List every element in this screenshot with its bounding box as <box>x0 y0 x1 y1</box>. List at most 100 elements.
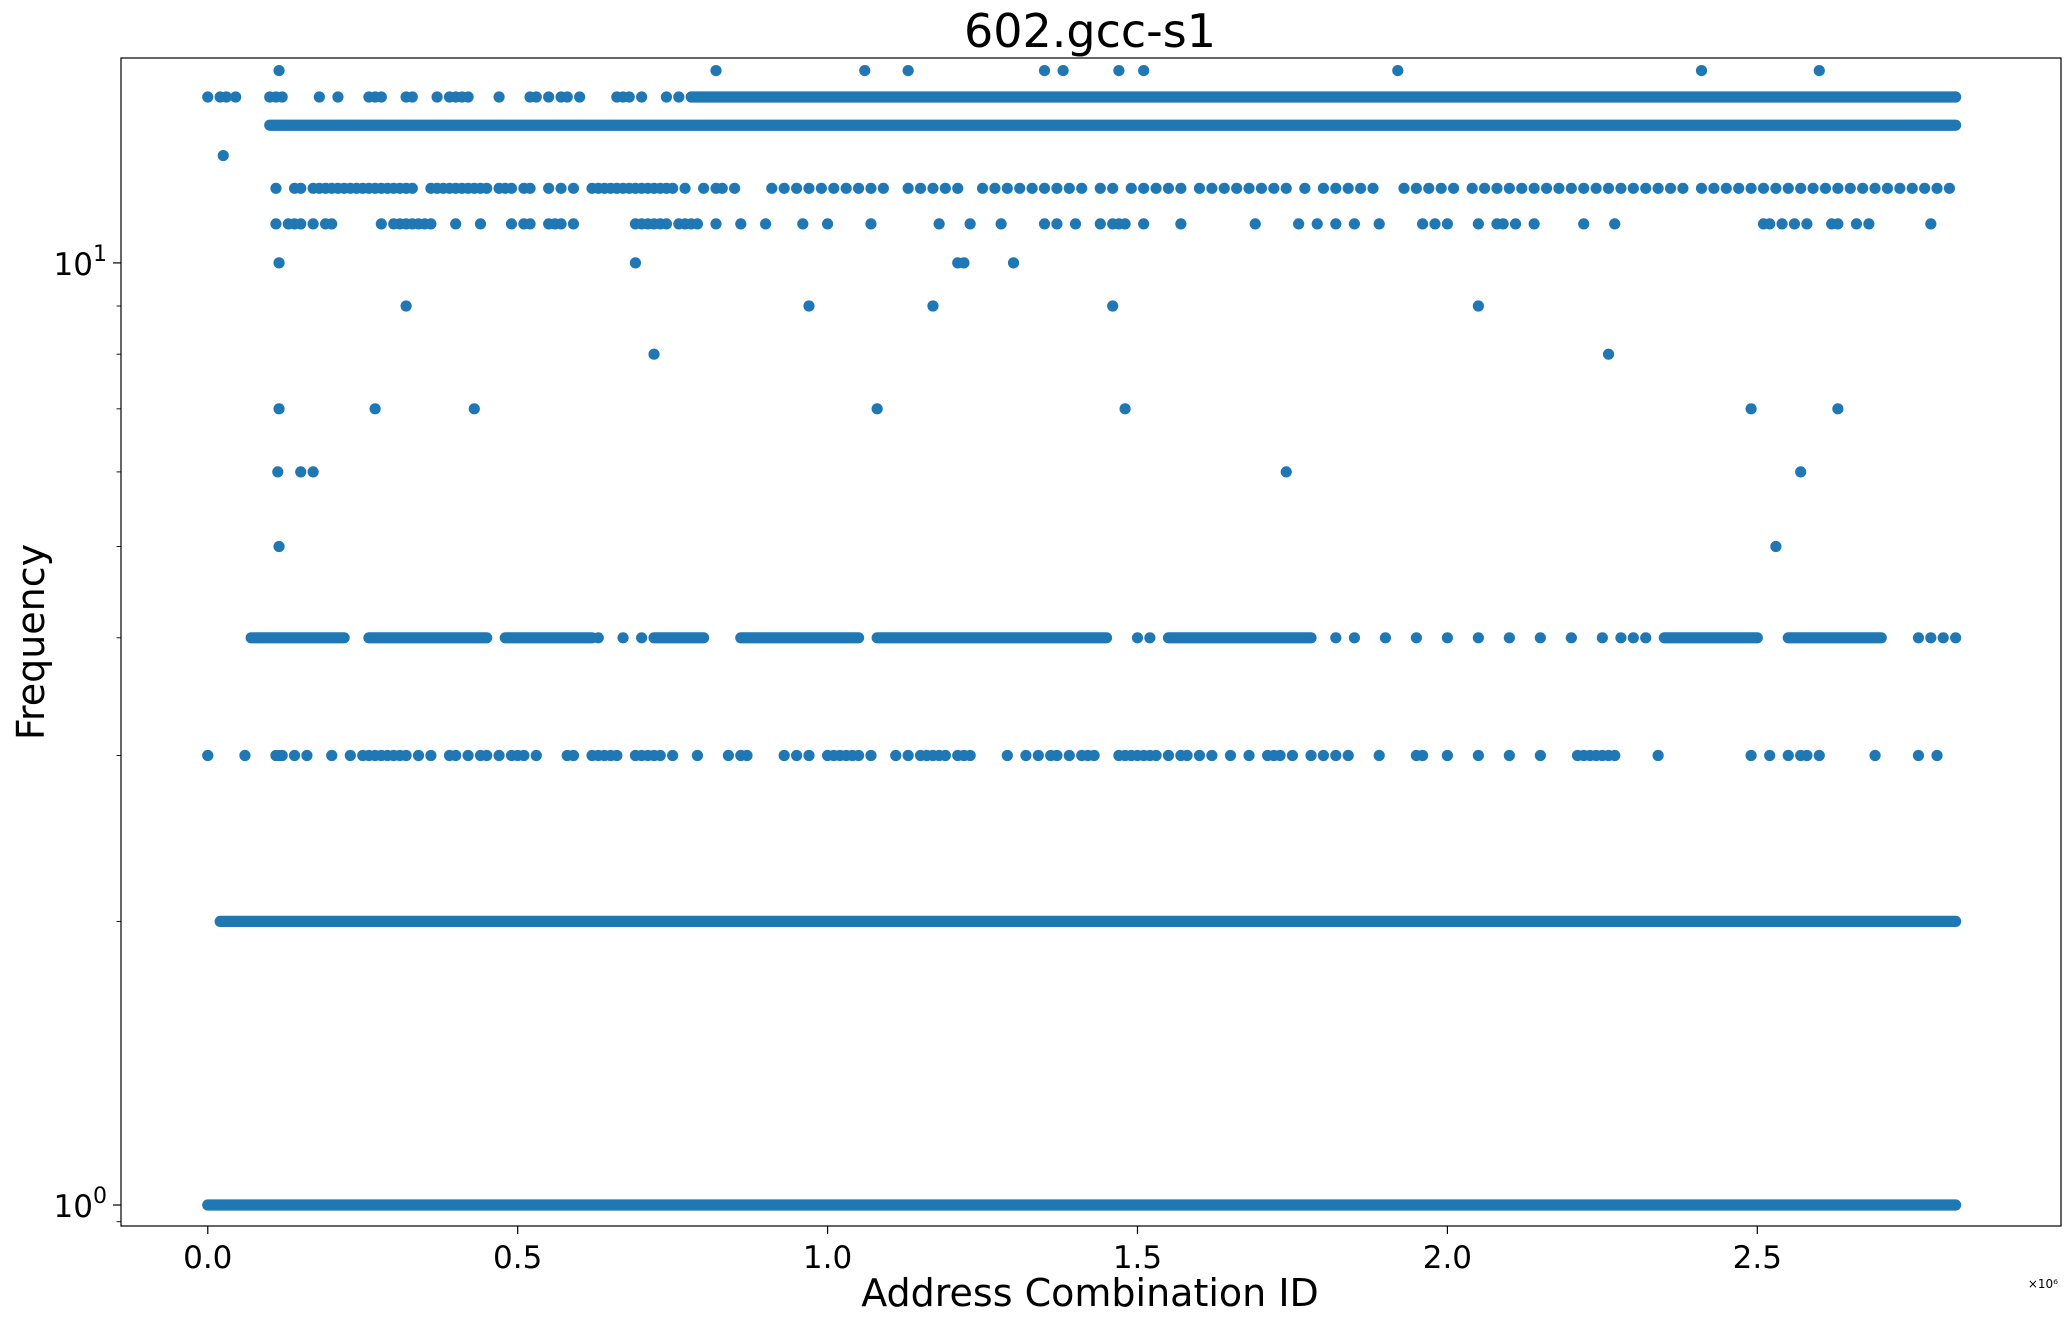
data-point <box>1162 182 1175 194</box>
data-point <box>1919 182 1931 194</box>
data-point <box>1317 749 1330 762</box>
data-point <box>1565 632 1577 644</box>
data-point <box>344 749 356 762</box>
series-freq_11 <box>270 218 1937 230</box>
data-point <box>406 182 418 194</box>
data-point <box>481 749 493 762</box>
data-point <box>660 91 673 103</box>
data-point <box>524 182 536 194</box>
data-point <box>1534 749 1546 762</box>
data-point <box>518 749 530 762</box>
data-point <box>1038 182 1051 194</box>
data-point <box>840 182 852 194</box>
data-point <box>530 749 542 762</box>
data-point <box>1602 182 1615 194</box>
data-point <box>1330 182 1342 194</box>
data-point <box>1162 749 1175 762</box>
data-point <box>1850 218 1863 230</box>
data-point <box>1138 182 1150 194</box>
data-point <box>673 91 685 103</box>
data-point <box>493 91 505 103</box>
data-point <box>1175 182 1187 194</box>
x-tick-label: 2.0 <box>1423 1240 1472 1276</box>
data-point <box>1373 749 1385 762</box>
data-point <box>1249 218 1261 230</box>
data-point <box>1776 218 1788 230</box>
data-point <box>933 218 945 230</box>
data-point <box>611 749 623 762</box>
data-point <box>1602 348 1615 360</box>
series-freq_15_dense <box>202 91 1962 103</box>
data-point <box>1001 749 1013 762</box>
data-point <box>1330 632 1342 644</box>
x-axis-offset-label: ×10⁶ <box>2028 1277 2058 1291</box>
series-freq_16 <box>273 64 1825 77</box>
data-point <box>493 749 505 762</box>
data-point <box>505 218 518 230</box>
data-point <box>1094 182 1106 194</box>
data-point <box>1881 182 1894 194</box>
data-point <box>1497 218 1509 230</box>
data-point <box>1925 632 1937 644</box>
data-point <box>1038 64 1051 77</box>
data-point <box>1540 182 1553 194</box>
data-point <box>326 218 338 230</box>
data-point <box>902 749 914 762</box>
data-point <box>1038 218 1051 230</box>
data-point <box>1857 182 1869 194</box>
data-point <box>273 64 285 77</box>
data-point <box>1243 182 1255 194</box>
data-point <box>1063 749 1075 762</box>
data-point <box>1001 182 1013 194</box>
data-point <box>1280 182 1292 194</box>
data-point <box>1342 749 1354 762</box>
data-point <box>617 632 629 644</box>
data-point <box>1392 64 1404 77</box>
data-point <box>1218 182 1230 194</box>
data-point <box>939 749 951 762</box>
data-point <box>1286 749 1299 762</box>
data-point <box>1441 218 1453 230</box>
data-point <box>462 91 474 103</box>
y-tick-label: 100 <box>54 1184 107 1225</box>
data-point <box>1764 218 1776 230</box>
x-axis-ticks: 0.0 0.5 1.0 1.5 2.0 2.5 <box>183 1226 1782 1276</box>
data-point <box>474 218 487 230</box>
data-point <box>1231 182 1243 194</box>
data-point <box>462 749 474 762</box>
data-point <box>1280 466 1292 478</box>
data-point <box>313 91 325 103</box>
series-freq_7 <box>273 403 1844 415</box>
data-point <box>412 749 425 762</box>
data-point <box>273 403 285 415</box>
data-point <box>1416 749 1429 762</box>
data-point <box>890 749 902 762</box>
data-point <box>375 218 387 230</box>
data-point <box>1733 182 1745 194</box>
data-point <box>450 218 462 230</box>
data-point <box>543 182 555 194</box>
data-point <box>1528 218 1540 230</box>
data-point <box>1088 749 1100 762</box>
data-point <box>1224 749 1237 762</box>
data-point <box>220 91 232 103</box>
data-point <box>660 218 673 230</box>
data-point <box>301 749 313 762</box>
data-point <box>1293 218 1305 230</box>
data-point <box>1503 182 1515 194</box>
data-point <box>654 749 666 762</box>
series-freq_3 <box>202 749 1943 762</box>
data-point <box>1410 632 1422 644</box>
data-point <box>400 749 412 762</box>
data-point <box>648 348 660 360</box>
data-point <box>964 749 976 762</box>
data-point <box>964 218 976 230</box>
data-point <box>1795 182 1807 194</box>
data-point <box>1652 749 1664 762</box>
data-point <box>1695 182 1708 194</box>
data-point <box>803 182 815 194</box>
data-point <box>1416 218 1429 230</box>
data-point <box>375 91 387 103</box>
data-point <box>270 182 282 194</box>
data-point <box>1795 466 1807 478</box>
